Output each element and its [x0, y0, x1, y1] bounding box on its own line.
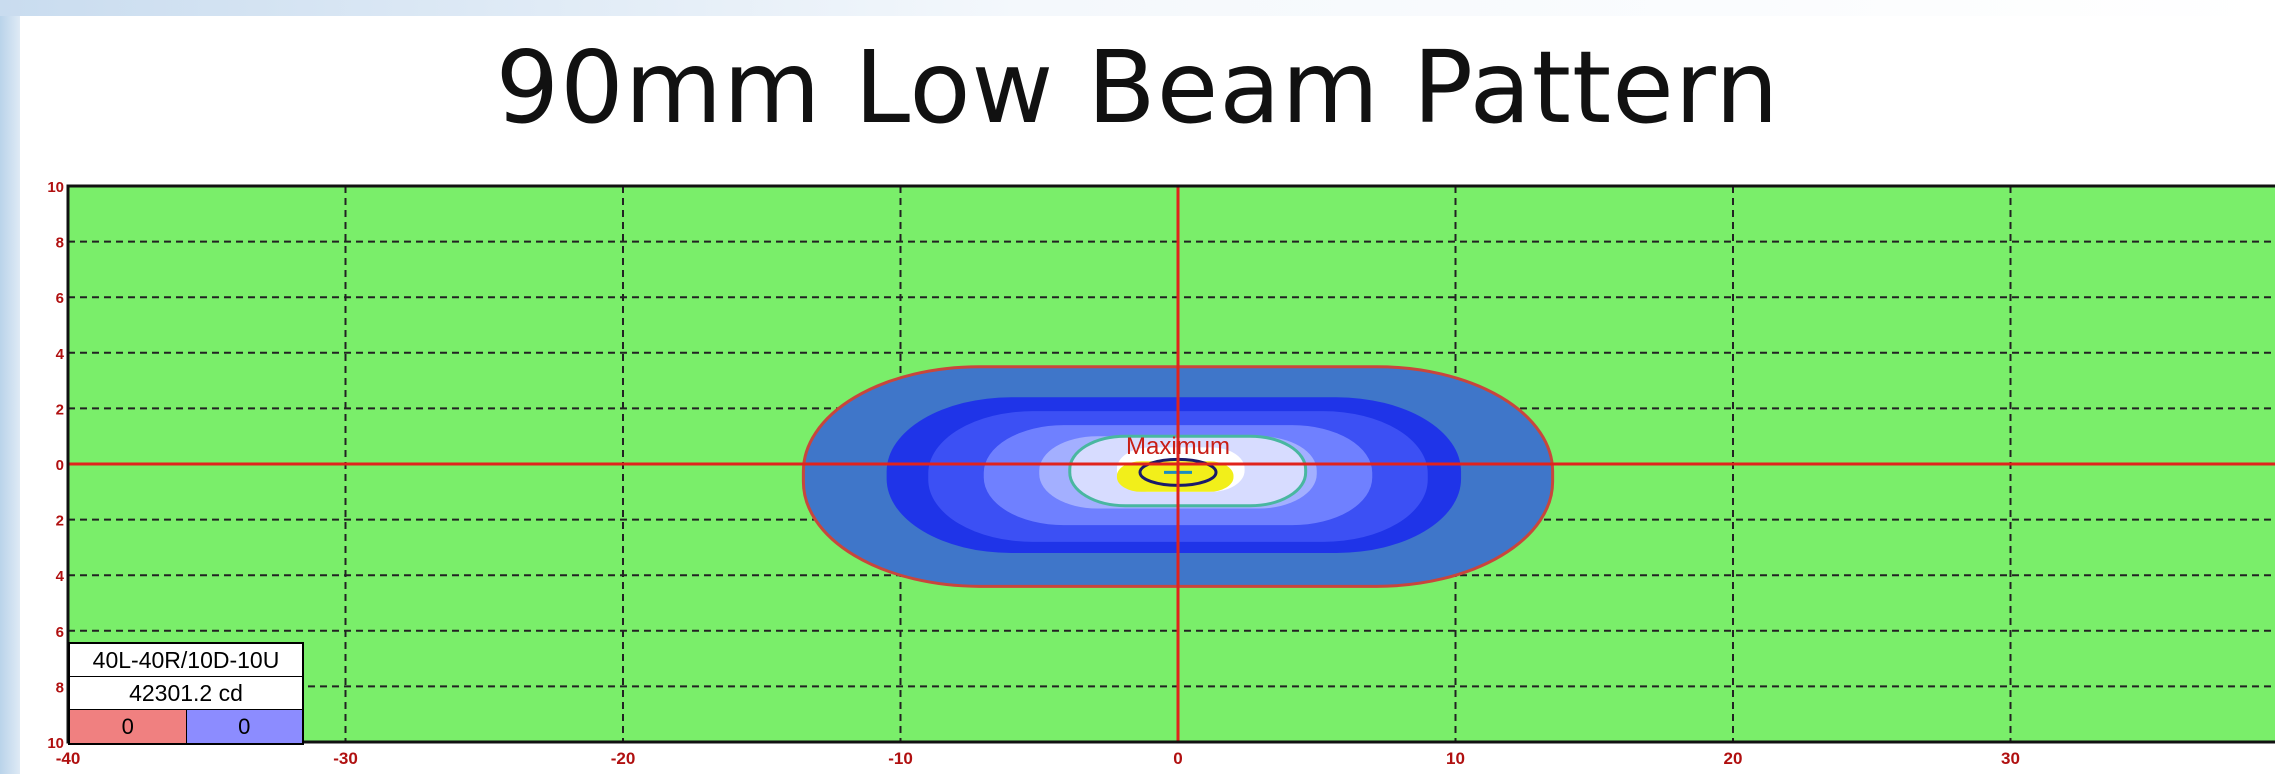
plot-border — [66, 184, 2275, 744]
x-tick-label: 20 — [1724, 749, 1743, 768]
y-tick-label: 6 — [56, 290, 64, 307]
maximum-annotation: Maximum — [1126, 433, 1230, 460]
contour-level-8 — [1116, 461, 1234, 492]
legend-box: 40L-40R/10D-10U 42301.2 cd 0 0 — [68, 642, 304, 745]
x-tick-label: -40 — [56, 749, 81, 768]
y-tick-label: 8 — [56, 235, 64, 252]
x-tick-label: -30 — [333, 749, 358, 768]
legend-swatches: 0 0 — [70, 710, 302, 743]
y-tick-label: 4 — [56, 346, 65, 363]
x-tick-label: 10 — [1446, 749, 1465, 768]
beam-pattern-plot: Maximum-40-30-20-10010203040108642024681… — [20, 172, 2275, 774]
y-tick-label: 10 — [47, 179, 64, 196]
slide-frame-top — [0, 0, 2275, 16]
x-tick-label: 30 — [2001, 749, 2020, 768]
x-tick-label: -20 — [611, 749, 636, 768]
beam-pattern-chart: Maximum-40-30-20-10010203040108642024681… — [47, 179, 2275, 768]
x-tick-label: -10 — [888, 749, 913, 768]
x-tick-label: 0 — [1173, 749, 1182, 768]
legend-swatch-left: 0 — [70, 710, 187, 743]
legend-range: 40L-40R/10D-10U — [70, 644, 302, 677]
y-tick-label: 0 — [56, 457, 64, 474]
y-tick-label: 4 — [56, 568, 65, 585]
legend-swatch-right: 0 — [186, 710, 302, 743]
slide-frame-left — [0, 0, 20, 774]
y-tick-label: 2 — [56, 401, 64, 418]
page-title: 90mm Low Beam Pattern — [495, 29, 1780, 146]
y-tick-label: 10 — [47, 735, 64, 752]
legend-peak-value: 42301.2 cd — [70, 677, 302, 710]
y-tick-label: 2 — [56, 513, 64, 530]
y-tick-label: 6 — [56, 624, 64, 641]
y-tick-label: 8 — [56, 679, 64, 696]
